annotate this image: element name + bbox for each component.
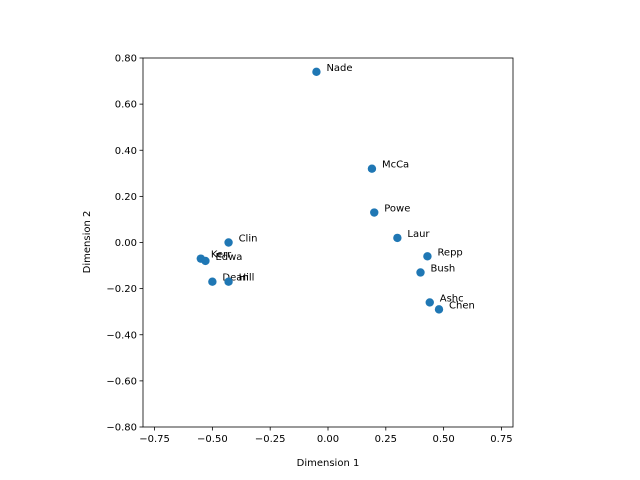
point-label: Clin bbox=[239, 234, 258, 245]
data-point bbox=[416, 268, 425, 277]
point-label: Edwa bbox=[215, 252, 242, 263]
data-point bbox=[224, 238, 233, 247]
y-tick-label: 0.40 bbox=[115, 146, 137, 157]
y-tick-label: −0.40 bbox=[106, 330, 137, 341]
x-tick-label: 0.25 bbox=[375, 434, 397, 445]
data-point bbox=[208, 277, 217, 286]
x-tick-label: 0.50 bbox=[432, 434, 454, 445]
y-tick-label: −0.80 bbox=[106, 423, 137, 434]
point-label: Ashc bbox=[440, 293, 464, 304]
point-label: Nade bbox=[326, 63, 352, 74]
x-tick-label: −0.25 bbox=[255, 434, 286, 445]
y-tick-label: 0.20 bbox=[115, 192, 137, 203]
x-tick-label: 0.00 bbox=[317, 434, 339, 445]
y-tick-label: 0.00 bbox=[115, 238, 137, 249]
x-tick-label: −0.75 bbox=[139, 434, 170, 445]
plot-background bbox=[143, 58, 513, 427]
data-point bbox=[423, 252, 432, 261]
point-label: Laur bbox=[407, 229, 430, 240]
y-tick-label: −0.60 bbox=[106, 376, 137, 387]
y-axis: −0.80 −0.60 −0.40 −0.20 0.00 0.20 0.40 0.60 0.80 bbox=[106, 54, 143, 434]
point-label: Kerr bbox=[211, 250, 232, 261]
y-axis-label: Dimension 2 bbox=[82, 211, 93, 274]
point-label: Bush bbox=[431, 263, 456, 274]
data-point bbox=[393, 233, 402, 243]
y-tick-label: 0.60 bbox=[115, 100, 137, 111]
point-label: Dean bbox=[222, 273, 248, 284]
data-point bbox=[312, 67, 321, 77]
x-tick-label: 0.75 bbox=[490, 434, 512, 445]
data-point bbox=[367, 164, 377, 173]
point-label: Chen bbox=[449, 300, 475, 311]
data-point bbox=[370, 208, 379, 217]
y-tick-label: −0.20 bbox=[106, 284, 137, 295]
point-label: Powe bbox=[384, 204, 410, 215]
y-tick-label: 0.80 bbox=[115, 54, 137, 65]
point-label: McCa bbox=[382, 160, 409, 171]
x-tick-label: −0.50 bbox=[197, 434, 228, 445]
data-point bbox=[224, 277, 233, 286]
point-label: Repp bbox=[437, 247, 462, 258]
point-label: Hill bbox=[239, 273, 255, 284]
data-point bbox=[425, 298, 434, 307]
data-point bbox=[201, 256, 210, 266]
x-axis: −0.75 −0.50 −0.25 0.00 0.25 0.50 0.75 bbox=[139, 427, 513, 445]
data-point bbox=[434, 305, 444, 314]
x-axis-label: Dimension 1 bbox=[297, 458, 360, 469]
plot-frame bbox=[142, 57, 514, 428]
